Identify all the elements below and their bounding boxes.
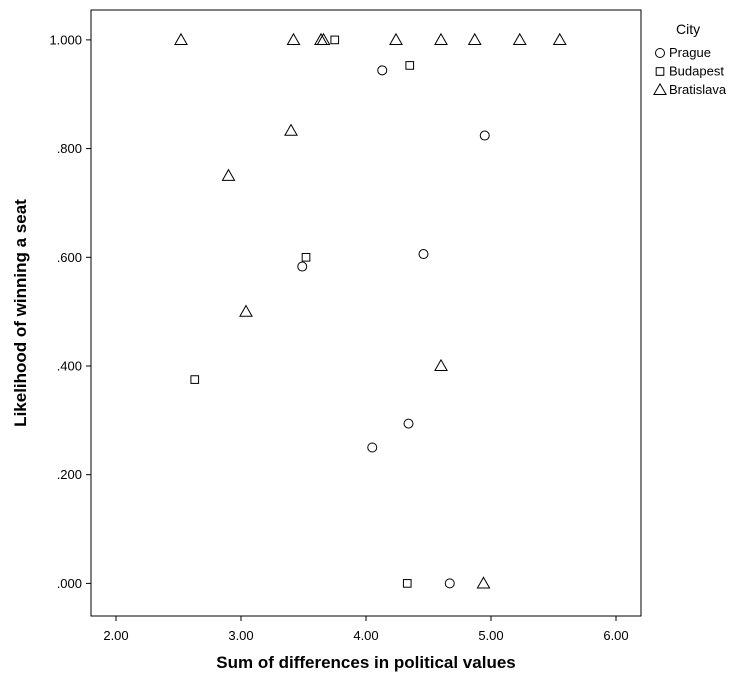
series-prague xyxy=(297,65,490,589)
y-axis-title: Likelihood of winning a seat xyxy=(11,199,30,427)
data-point-prague xyxy=(297,261,308,272)
x-tick-label: 5.00 xyxy=(478,628,503,643)
data-point-prague xyxy=(444,578,455,589)
y-tick-label: .400 xyxy=(57,358,82,373)
legend-title: City xyxy=(676,21,700,37)
data-point-bratislava xyxy=(316,32,331,45)
x-tick-label: 6.00 xyxy=(603,628,628,643)
legend-label: Bratislava xyxy=(669,82,727,97)
series-budapest xyxy=(190,35,415,588)
data-point-bratislava xyxy=(174,32,188,45)
data-point-bratislava xyxy=(467,32,482,45)
data-point-budapest xyxy=(405,61,415,70)
data-point-bratislava xyxy=(512,32,527,45)
x-tick-label: 4.00 xyxy=(353,628,378,643)
legend-item-bratislava: Bratislava xyxy=(653,82,727,97)
y-tick-label: .600 xyxy=(57,250,82,265)
legend-label: Budapest xyxy=(669,64,724,79)
data-point-prague xyxy=(403,418,414,429)
series-bratislava xyxy=(174,32,567,589)
data-point-bratislava xyxy=(389,32,403,45)
legend-item-budapest: Budapest xyxy=(655,64,724,79)
x-tick-label: 3.00 xyxy=(228,628,253,643)
y-tick-label: .000 xyxy=(57,576,82,591)
y-tick-label: 1.000 xyxy=(49,32,82,47)
data-point-prague xyxy=(377,65,388,76)
data-point-budapest xyxy=(301,252,311,262)
data-point-bratislava xyxy=(221,168,236,181)
data-point-bratislava xyxy=(552,32,567,45)
data-point-budapest xyxy=(190,375,200,384)
data-point-bratislava xyxy=(434,358,448,372)
y-axis: .000 .200 .400 .600 .800 1.000 xyxy=(49,32,91,591)
legend: City Prague Budapest Bratislava xyxy=(653,21,727,97)
data-point-prague xyxy=(367,442,378,453)
data-point-bratislava xyxy=(286,32,301,45)
legend-marker-bratislava xyxy=(653,82,667,96)
legend-marker-prague xyxy=(655,48,665,58)
y-tick-label: .800 xyxy=(57,141,82,156)
data-point-bratislava xyxy=(239,304,253,317)
data-point-prague xyxy=(418,249,429,260)
legend-label: Prague xyxy=(669,45,711,60)
legend-item-prague: Prague xyxy=(655,45,711,60)
data-point-bratislava xyxy=(476,576,491,589)
data-point-bratislava xyxy=(284,123,298,136)
data-point-budapest xyxy=(330,35,340,45)
data-markers xyxy=(174,32,567,589)
x-axis: 2.00 3.00 4.00 5.00 6.00 xyxy=(103,616,629,643)
x-tick-label: 2.00 xyxy=(103,628,128,643)
legend-marker-budapest xyxy=(655,67,665,76)
x-axis-title: Sum of differences in political values xyxy=(216,653,515,672)
data-point-budapest xyxy=(402,579,412,588)
data-point-bratislava xyxy=(434,32,448,45)
y-tick-label: .200 xyxy=(57,467,82,482)
data-point-prague xyxy=(479,130,490,141)
